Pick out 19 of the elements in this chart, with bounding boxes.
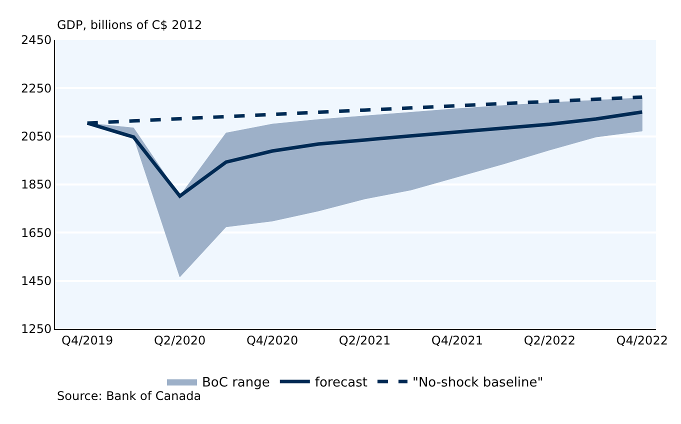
x-tick-label: Q2/2022 bbox=[524, 333, 576, 348]
y-axis-title: GDP, billions of C$ 2012 bbox=[57, 18, 202, 32]
y-tick-label: 2050 bbox=[21, 130, 52, 144]
y-tick-label: 1850 bbox=[21, 178, 52, 192]
x-tick-label: Q4/2021 bbox=[431, 333, 484, 348]
y-tick-label: 1650 bbox=[21, 226, 52, 240]
y-tick-label: 1450 bbox=[21, 274, 52, 288]
legend-label: "No-shock baseline" bbox=[412, 376, 544, 391]
source-note: Source: Bank of Canada bbox=[57, 389, 202, 403]
y-tick-label: 1250 bbox=[21, 322, 52, 336]
x-tick-label: Q2/2021 bbox=[338, 333, 391, 348]
x-tick-label: Q4/2020 bbox=[246, 333, 298, 348]
legend-label: forecast bbox=[314, 376, 368, 391]
y-tick-label: 2250 bbox=[21, 81, 52, 96]
y-tick-label: 2450 bbox=[21, 33, 52, 48]
legend-label: BoC range bbox=[202, 376, 270, 391]
x-tick-label: Q4/2022 bbox=[616, 333, 668, 348]
x-tick-label: Q2/2020 bbox=[154, 333, 206, 348]
x-tick-label: Q4/2019 bbox=[62, 333, 114, 348]
